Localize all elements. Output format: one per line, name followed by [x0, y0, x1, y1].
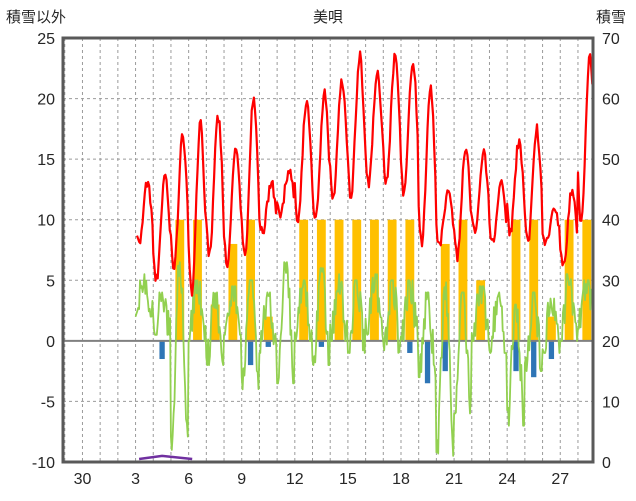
left-axis-tick: 5: [46, 273, 55, 290]
left-axis-tick: -10: [32, 455, 55, 472]
x-axis-tick: 24: [498, 471, 516, 488]
chart-title: 美唄: [312, 9, 343, 26]
right-axis-tick: 50: [602, 152, 620, 169]
right-axis-tick: 10: [602, 394, 620, 411]
right-axis-tick: 20: [602, 334, 620, 351]
left-axis-tick: 25: [37, 31, 55, 48]
right-axis-tick: 0: [602, 455, 611, 472]
x-axis-tick: 21: [445, 471, 463, 488]
left-axis-tick: 0: [46, 334, 55, 351]
right-axis-tick: 40: [602, 213, 620, 230]
right-axis-title: 積雪: [595, 9, 626, 26]
right-axis-tick: 70: [602, 31, 620, 48]
x-axis-tick: 15: [339, 471, 357, 488]
x-axis-tick: 3: [131, 471, 140, 488]
left-axis-title: 積雪以外: [6, 9, 67, 26]
x-axis-tick: 12: [286, 471, 304, 488]
left-axis-tick: 20: [37, 92, 55, 109]
left-axis-tick: -5: [41, 394, 55, 411]
right-axis-tick: 60: [602, 92, 620, 109]
left-axis-tick: 10: [37, 213, 55, 230]
x-axis-tick: 30: [74, 471, 92, 488]
right-axis-tick: 30: [602, 273, 620, 290]
x-axis-tick: 6: [184, 471, 193, 488]
x-axis-tick: 18: [392, 471, 410, 488]
left-axis-tick: 15: [37, 152, 55, 169]
x-axis-tick: 9: [237, 471, 246, 488]
x-axis-tick: 27: [551, 471, 569, 488]
